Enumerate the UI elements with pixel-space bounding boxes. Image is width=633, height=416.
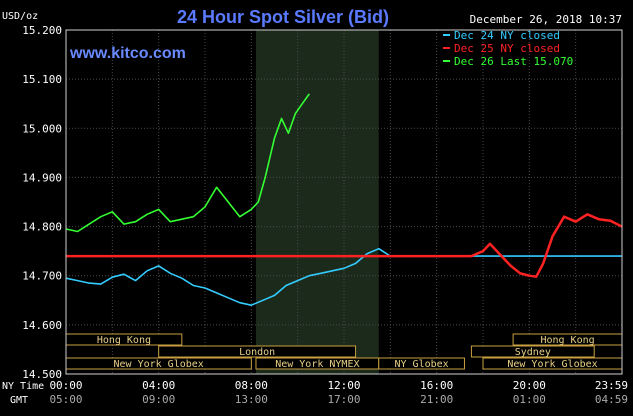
y-tick-label: 15.100 [22, 73, 62, 86]
session-label: New York Globex [507, 359, 597, 370]
y-axis-ticks: 15.200 15.100 15.000 14.900 14.800 14.700 14.6… [22, 24, 62, 381]
x-tick-ny-label: 08:00 [235, 379, 268, 392]
session-label: NY Globex [395, 359, 449, 370]
legend-entry-dec25: Dec 25 NY closed [454, 42, 560, 55]
series-line-dec26 [65, 93, 310, 233]
legend: Dec 24 NY closed Dec 25 NY closed Dec 26… [443, 29, 573, 68]
series-line-dec25 [66, 213, 623, 278]
session-label: Hong Kong [97, 335, 151, 346]
y-tick-label: 14.600 [22, 319, 62, 332]
session-bar [378, 357, 465, 370]
x-tick-ny-label: 23:59 [595, 379, 628, 392]
x-tick-gmt-label: 13:00 [235, 393, 268, 406]
session-label: London [239, 347, 275, 358]
y-tick-label: 14.700 [22, 270, 62, 283]
series-lines [65, 93, 623, 307]
session-label: New York Globex [114, 359, 204, 370]
x-tick-gmt-label: 09:00 [142, 393, 175, 406]
x-tick-ny-label: 00:00 [49, 379, 82, 392]
gmt-label: GMT [10, 395, 28, 406]
x-tick-gmt-label: 04:59 [595, 393, 628, 406]
y-tick-label: 15.200 [22, 24, 62, 37]
session-bar [158, 345, 357, 358]
y-tick-label: 14.800 [22, 221, 62, 234]
market-sessions: Hong Kong London New York Globex New York N… [65, 333, 623, 370]
x-tick-ny-label: 20:00 [513, 379, 546, 392]
chart-title: 24 Hour Spot Silver (Bid) [177, 7, 389, 27]
ny-time-label: NY Time [2, 381, 44, 392]
session-bar [470, 345, 595, 358]
x-tick-gmt-label: 21:00 [420, 393, 453, 406]
x-tick-ny-label: 16:00 [420, 379, 453, 392]
y-tick-label: 14.900 [22, 171, 62, 184]
y-tick-label: 14.500 [22, 368, 62, 381]
legend-entry-dec26: Dec 26 Last 15.070 [454, 55, 573, 68]
x-tick-gmt-label: 05:00 [49, 393, 82, 406]
x-tick-gmt-label: 01:00 [513, 393, 546, 406]
session-label: Hong Kong [540, 335, 594, 346]
nymex-session-highlight [255, 30, 379, 374]
x-tick-gmt-label: 17:00 [327, 393, 360, 406]
y-tick-label: 15.000 [22, 122, 62, 135]
session-label: Sydney [515, 347, 551, 358]
series-line-dec24 [65, 247, 622, 307]
x-tick-ny-label: 04:00 [142, 379, 175, 392]
session-label: New York NYMEX [275, 359, 359, 370]
y-axis-label: USD/oz [2, 11, 38, 22]
plot-border [65, 29, 623, 375]
x-tick-ny-label: 12:00 [327, 379, 360, 392]
legend-entry-dec24: Dec 24 NY closed [454, 29, 560, 42]
website-label: www.kitco.com [69, 45, 186, 62]
timestamp: December 26, 2018 10:37 [470, 13, 622, 26]
